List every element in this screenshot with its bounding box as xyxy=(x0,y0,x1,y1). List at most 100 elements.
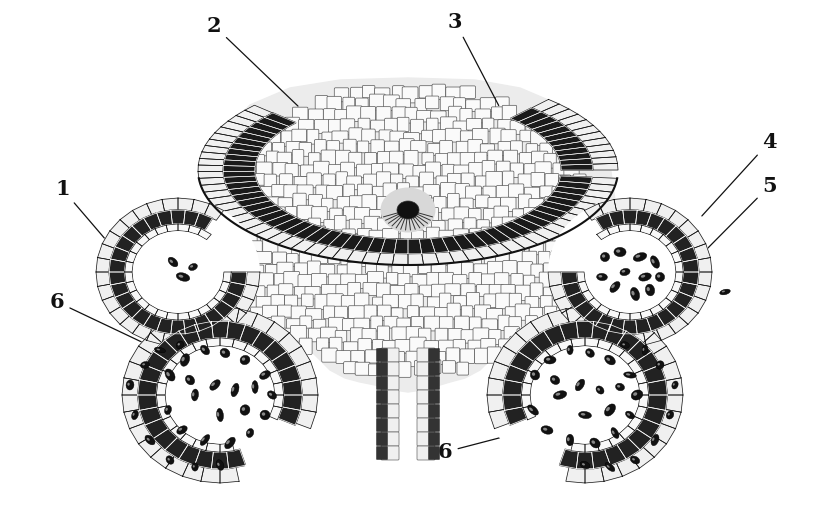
FancyBboxPatch shape xyxy=(258,273,273,288)
FancyBboxPatch shape xyxy=(322,242,337,255)
Polygon shape xyxy=(694,244,711,260)
Polygon shape xyxy=(130,290,142,302)
Polygon shape xyxy=(666,395,683,412)
FancyBboxPatch shape xyxy=(245,250,256,263)
Polygon shape xyxy=(503,333,527,354)
FancyBboxPatch shape xyxy=(348,306,364,318)
Polygon shape xyxy=(562,282,581,298)
Polygon shape xyxy=(599,329,617,345)
Polygon shape xyxy=(208,195,237,206)
FancyBboxPatch shape xyxy=(481,274,496,290)
FancyBboxPatch shape xyxy=(305,287,320,299)
Polygon shape xyxy=(588,298,601,310)
FancyBboxPatch shape xyxy=(347,263,361,278)
Ellipse shape xyxy=(166,372,170,376)
Polygon shape xyxy=(144,229,158,240)
FancyBboxPatch shape xyxy=(330,337,342,353)
Polygon shape xyxy=(504,365,527,383)
Ellipse shape xyxy=(652,437,654,441)
Polygon shape xyxy=(545,196,579,207)
Polygon shape xyxy=(367,238,385,253)
FancyBboxPatch shape xyxy=(417,432,435,446)
FancyBboxPatch shape xyxy=(498,141,511,156)
FancyBboxPatch shape xyxy=(419,262,431,274)
Ellipse shape xyxy=(586,349,594,357)
Polygon shape xyxy=(171,350,186,364)
FancyBboxPatch shape xyxy=(503,171,514,187)
Polygon shape xyxy=(249,205,282,218)
FancyBboxPatch shape xyxy=(545,173,559,188)
Polygon shape xyxy=(571,443,585,452)
Polygon shape xyxy=(636,318,651,334)
Polygon shape xyxy=(487,395,504,412)
FancyBboxPatch shape xyxy=(432,129,447,143)
Polygon shape xyxy=(504,407,527,425)
Polygon shape xyxy=(153,429,177,450)
Text: 5: 5 xyxy=(702,176,777,254)
Polygon shape xyxy=(543,325,565,346)
Polygon shape xyxy=(158,370,171,384)
FancyBboxPatch shape xyxy=(313,161,329,175)
FancyBboxPatch shape xyxy=(454,98,465,110)
FancyBboxPatch shape xyxy=(341,295,356,309)
FancyBboxPatch shape xyxy=(540,143,553,155)
FancyBboxPatch shape xyxy=(251,307,264,322)
Polygon shape xyxy=(110,306,129,324)
FancyBboxPatch shape xyxy=(373,339,384,355)
Polygon shape xyxy=(675,272,683,283)
FancyBboxPatch shape xyxy=(335,306,348,319)
FancyBboxPatch shape xyxy=(552,227,567,242)
FancyBboxPatch shape xyxy=(342,229,355,243)
FancyBboxPatch shape xyxy=(468,340,482,354)
FancyBboxPatch shape xyxy=(447,262,462,276)
FancyBboxPatch shape xyxy=(274,274,287,289)
Polygon shape xyxy=(220,207,249,218)
Polygon shape xyxy=(233,339,247,351)
FancyBboxPatch shape xyxy=(354,208,370,223)
FancyBboxPatch shape xyxy=(498,120,512,135)
Polygon shape xyxy=(679,306,698,324)
FancyBboxPatch shape xyxy=(314,139,326,154)
FancyBboxPatch shape xyxy=(379,130,392,143)
Ellipse shape xyxy=(201,345,210,355)
FancyBboxPatch shape xyxy=(427,118,438,134)
Polygon shape xyxy=(650,304,663,315)
Polygon shape xyxy=(623,320,637,334)
FancyBboxPatch shape xyxy=(435,328,448,343)
FancyBboxPatch shape xyxy=(329,164,342,180)
Polygon shape xyxy=(630,224,642,232)
Polygon shape xyxy=(178,333,194,346)
Polygon shape xyxy=(557,181,591,189)
Polygon shape xyxy=(666,300,685,318)
Polygon shape xyxy=(673,292,693,309)
FancyBboxPatch shape xyxy=(410,140,426,152)
Polygon shape xyxy=(200,152,227,160)
Polygon shape xyxy=(223,272,231,283)
Polygon shape xyxy=(211,452,228,469)
Polygon shape xyxy=(565,468,585,483)
FancyBboxPatch shape xyxy=(397,183,410,197)
Polygon shape xyxy=(422,253,439,265)
Ellipse shape xyxy=(259,371,270,379)
Ellipse shape xyxy=(550,375,560,385)
Ellipse shape xyxy=(610,281,620,292)
Ellipse shape xyxy=(611,284,614,288)
Polygon shape xyxy=(228,186,262,195)
FancyBboxPatch shape xyxy=(356,98,368,110)
Polygon shape xyxy=(132,308,151,326)
Polygon shape xyxy=(252,331,275,352)
FancyBboxPatch shape xyxy=(424,341,438,353)
FancyBboxPatch shape xyxy=(469,272,481,287)
FancyBboxPatch shape xyxy=(426,96,439,109)
Polygon shape xyxy=(180,343,196,357)
FancyBboxPatch shape xyxy=(460,349,475,363)
FancyBboxPatch shape xyxy=(518,194,531,209)
Polygon shape xyxy=(255,227,283,240)
FancyBboxPatch shape xyxy=(469,317,481,331)
Ellipse shape xyxy=(657,275,660,278)
FancyBboxPatch shape xyxy=(417,446,435,460)
FancyBboxPatch shape xyxy=(333,239,348,254)
Ellipse shape xyxy=(598,275,602,278)
Ellipse shape xyxy=(606,407,610,411)
FancyBboxPatch shape xyxy=(410,120,424,134)
